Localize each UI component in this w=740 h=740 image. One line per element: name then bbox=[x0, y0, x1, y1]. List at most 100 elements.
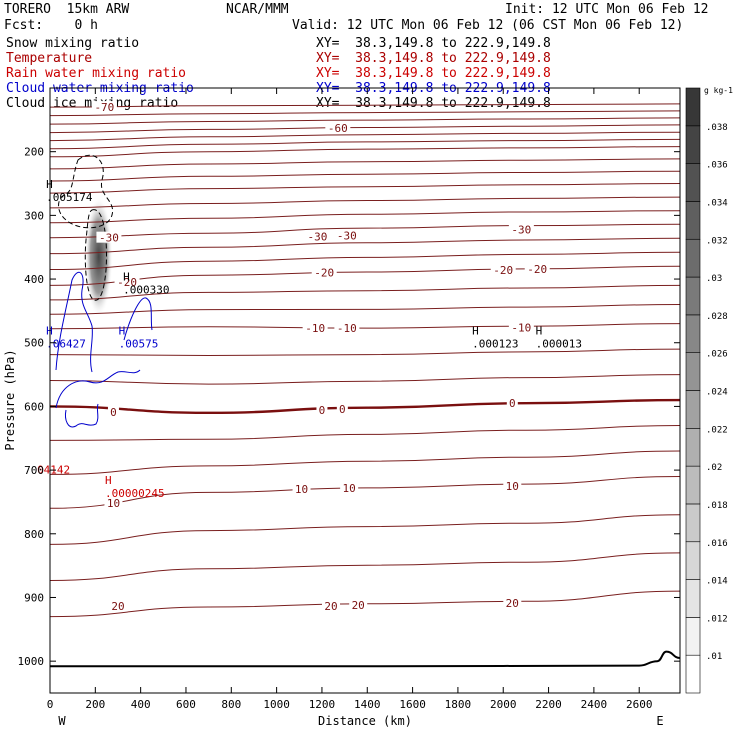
isotherm--70 bbox=[49, 103, 681, 108]
isotherm-label: -30 bbox=[511, 223, 531, 236]
plot-frame bbox=[49, 87, 681, 694]
isotherm-label: -20 bbox=[493, 264, 513, 277]
header-init: Init: 12 UTC Mon 06 Feb 12 bbox=[505, 2, 709, 17]
maximum-marker: H bbox=[536, 325, 543, 338]
maximum-marker: H bbox=[46, 325, 53, 338]
colorbar-unit-label: g kg-1 bbox=[704, 86, 733, 95]
isotherm-label: 0 bbox=[110, 406, 117, 419]
snow-shading bbox=[84, 196, 113, 317]
x-tick-label: 1800 bbox=[445, 698, 472, 711]
header-valid: Valid: 12 UTC Mon 06 Feb 12 (06 CST Mon … bbox=[292, 18, 684, 33]
legend-snow-xy: XY= 38.3,149.8 to 222.9,149.8 bbox=[316, 36, 551, 51]
isotherm--30 bbox=[49, 223, 681, 239]
isotherm-label: -30 bbox=[337, 230, 357, 243]
isotherm-intermediate bbox=[49, 304, 681, 315]
y-axis-label: Pressure (hPa) bbox=[3, 349, 17, 450]
colorbar-swatch bbox=[685, 654, 701, 694]
x-tick-label: 400 bbox=[131, 698, 151, 711]
isotherm-label: 0 bbox=[509, 397, 516, 410]
isotherm-label: -20 bbox=[314, 267, 334, 280]
colorbar-tick-label: .022 bbox=[706, 425, 728, 435]
y-tick-label: 800 bbox=[24, 528, 44, 541]
x-tick-label: 0 bbox=[47, 698, 54, 711]
isotherm-label-bg bbox=[316, 404, 328, 416]
isotherm-intermediate bbox=[49, 110, 681, 117]
x-tick-label: 2400 bbox=[581, 698, 608, 711]
isotherm-label: -60 bbox=[328, 122, 348, 135]
isotherm-intermediate bbox=[49, 374, 681, 385]
colorbar-swatch bbox=[685, 579, 701, 618]
isotherm-label-bg bbox=[302, 322, 328, 334]
x-axis-east-label: E bbox=[656, 714, 663, 728]
isotherm-label-bg bbox=[524, 262, 550, 274]
isotherm-label-bg bbox=[334, 229, 360, 241]
maximum-value: .00575 bbox=[119, 338, 159, 351]
maximum-value: .005174 bbox=[46, 191, 93, 204]
maximum-value: .00000245 bbox=[105, 487, 165, 500]
maximum-value: .000330 bbox=[123, 283, 169, 296]
maximum-marker: H bbox=[46, 178, 53, 191]
cloud-ice-contour bbox=[58, 154, 114, 229]
isotherm-intermediate bbox=[49, 237, 681, 255]
colorbar-swatch bbox=[685, 503, 701, 543]
terrain-surface bbox=[49, 650, 681, 668]
colorbar-swatch bbox=[685, 465, 701, 505]
isotherm-label-bg bbox=[503, 480, 522, 492]
x-axis-label: Distance (km) bbox=[318, 714, 412, 728]
isotherm-label: -20 bbox=[117, 276, 137, 289]
isotherm-intermediate bbox=[49, 425, 681, 441]
isotherm-label: -20 bbox=[527, 263, 547, 276]
maximum-value: .000123 bbox=[472, 338, 518, 351]
x-tick-label: 800 bbox=[221, 698, 241, 711]
cloud-water-contour bbox=[123, 297, 153, 341]
maximum-marker: H bbox=[119, 325, 126, 338]
isotherm-label-bg bbox=[503, 597, 522, 609]
legend-temperature-xy: XY= 38.3,149.8 to 222.9,149.8 bbox=[316, 51, 551, 66]
colorbar-swatch bbox=[685, 201, 701, 240]
isotherm-10 bbox=[49, 476, 681, 509]
colorbar-swatch bbox=[685, 541, 701, 580]
colorbar-tick-label: .034 bbox=[706, 198, 728, 208]
isotherm-label: 10 bbox=[295, 483, 308, 496]
isotherm-intermediate bbox=[49, 138, 681, 150]
colorbar-tick-label: .018 bbox=[706, 501, 728, 511]
isotherm-label-bg bbox=[114, 276, 140, 288]
x-tick-label: 200 bbox=[85, 698, 105, 711]
colorbar-swatch bbox=[685, 428, 701, 467]
colorbar-tick-label: .014 bbox=[706, 577, 728, 587]
isotherm-0 bbox=[49, 398, 681, 415]
isotherm-label: -30 bbox=[307, 230, 327, 243]
isotherm-label-bg bbox=[108, 599, 127, 611]
isotherm-label: 20 bbox=[352, 599, 365, 612]
isotherm-label: -10 bbox=[511, 321, 531, 334]
colorbar-tick-label: .038 bbox=[706, 123, 728, 133]
isotherm-label-bg bbox=[508, 223, 534, 235]
isotherm-label-bg bbox=[292, 483, 311, 495]
header-fcst: Fcst: 0 h bbox=[4, 18, 98, 33]
x-tick-label: 2000 bbox=[490, 698, 517, 711]
isotherm-label-bg bbox=[104, 497, 123, 509]
legend-snow-label: Snow mixing ratio bbox=[6, 36, 140, 51]
legend-rain-label: Rain water mixing ratio bbox=[6, 66, 187, 81]
isotherm-label-bg bbox=[336, 402, 348, 414]
isotherm-label-bg bbox=[325, 122, 351, 134]
y-tick-label: 300 bbox=[24, 209, 44, 222]
colorbar-swatch bbox=[685, 617, 701, 656]
x-tick-label: 1600 bbox=[399, 698, 426, 711]
isotherm-intermediate bbox=[49, 552, 681, 581]
colorbar-tick-label: .01 bbox=[706, 652, 722, 662]
x-tick-label: 1200 bbox=[309, 698, 336, 711]
legend-temperature-label: Temperature bbox=[6, 51, 93, 66]
isotherm--40 bbox=[49, 183, 681, 194]
isotherm-intermediate bbox=[49, 210, 681, 224]
maximum-marker: H bbox=[123, 270, 130, 283]
isotherm-label: 20 bbox=[111, 600, 124, 613]
x-tick-label: 1400 bbox=[354, 698, 381, 711]
y-tick-label: 900 bbox=[24, 591, 44, 604]
isotherm--10 bbox=[49, 323, 681, 330]
y-tick-label: 500 bbox=[24, 337, 44, 350]
isotherm-label-bg bbox=[96, 231, 122, 243]
x-tick-label: 2600 bbox=[626, 698, 653, 711]
colorbar-tick-label: .03 bbox=[706, 274, 722, 284]
